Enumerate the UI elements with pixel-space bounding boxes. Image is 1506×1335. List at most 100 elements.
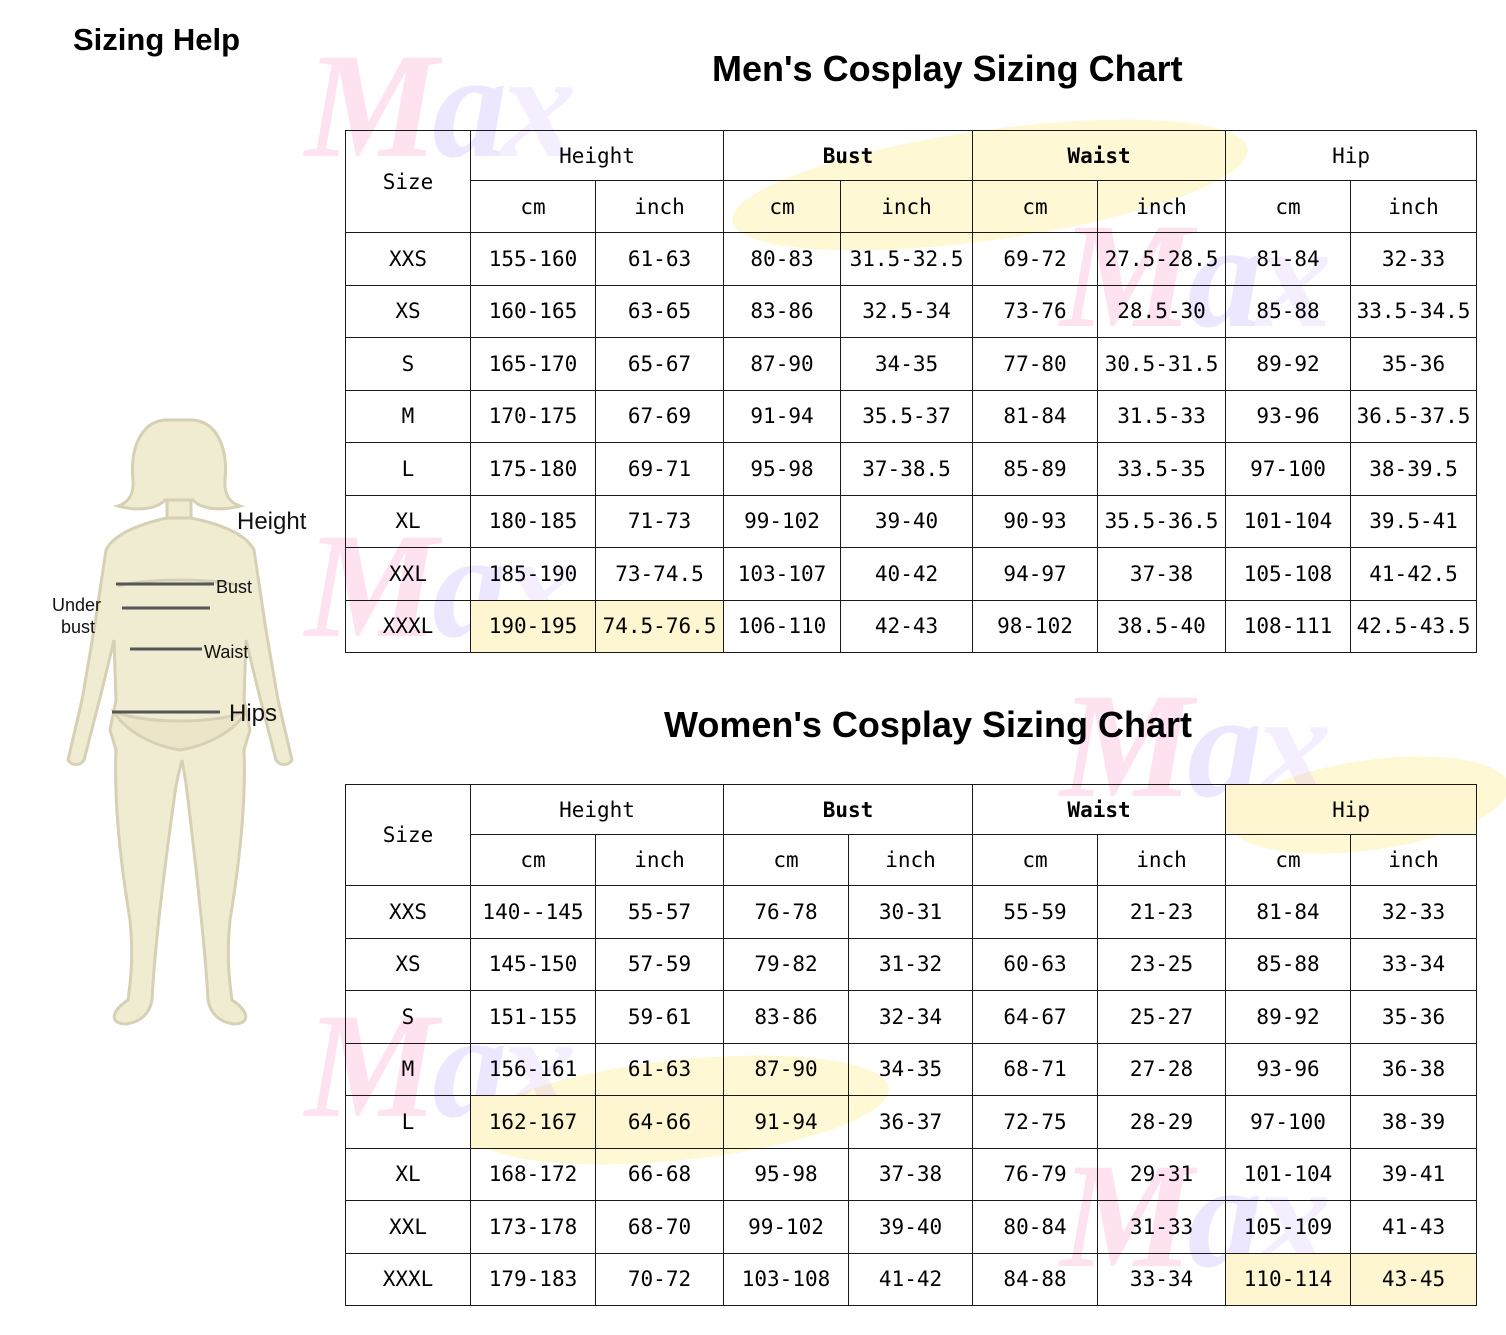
measurement-cell: 87-90 xyxy=(723,337,842,391)
measurement-cell: 68-70 xyxy=(594,1200,725,1254)
unit-header: inch xyxy=(594,834,725,886)
height-group-header: Height xyxy=(469,784,725,835)
waist-label: Waist xyxy=(204,642,249,662)
measurement-cell: 99-102 xyxy=(723,494,842,548)
measurement-cell: 76-79 xyxy=(972,1147,1099,1201)
size-cell: L xyxy=(345,1095,471,1149)
measurement-cell: 33.5-35 xyxy=(1097,442,1227,496)
measurement-cell: 27-28 xyxy=(1097,1042,1227,1096)
measurement-cell: 36.5-37.5 xyxy=(1350,389,1478,443)
size-cell: S xyxy=(345,337,471,391)
size-cell: XXS xyxy=(345,232,471,286)
measurement-cell: 80-84 xyxy=(972,1200,1099,1254)
size-cell: XS xyxy=(345,284,471,338)
table-row: M 170-175 67-69 91-94 35.5-37 81-84 31.5-33 93-… xyxy=(345,389,1478,443)
measurement-cell: 79-82 xyxy=(723,937,850,991)
table-row: XXS 155-160 61-63 80-83 31.5-32.5 69-72 27.5-2… xyxy=(345,232,1478,286)
measurement-cell: 168-172 xyxy=(470,1147,596,1201)
men-size-table: Size Height Bust Waist Hip cm inch cm in… xyxy=(345,130,1478,653)
size-cell: XXXL xyxy=(345,1252,471,1306)
measurement-cell: 165-170 xyxy=(470,337,596,391)
table-row: XL 168-172 66-68 95-98 37-38 76-79 29-31 101-10… xyxy=(345,1147,1478,1201)
measurement-cell: 80-83 xyxy=(723,232,842,286)
measurement-cell: 61-63 xyxy=(594,1042,725,1096)
measurement-cell: 175-180 xyxy=(470,442,596,496)
unit-header: inch xyxy=(1097,834,1227,886)
measurement-cell: 39.5-41 xyxy=(1350,494,1478,548)
table-row: XS 145-150 57-59 79-82 31-32 60-63 23-25 85-88 3… xyxy=(345,937,1478,991)
hip-group-header: Hip xyxy=(1225,130,1478,181)
measurement-cell: 33-34 xyxy=(1097,1252,1227,1306)
measurement-cell: 185-190 xyxy=(470,547,596,601)
height-label: Height xyxy=(237,508,307,535)
size-cell: XXXL xyxy=(345,599,471,653)
unit-header: inch xyxy=(840,180,974,233)
measurement-cell: 28-29 xyxy=(1097,1095,1227,1149)
measurement-cell: 31-32 xyxy=(848,937,974,991)
measurement-cell: 83-86 xyxy=(723,284,842,338)
measurement-cell: 31.5-33 xyxy=(1097,389,1227,443)
measurement-cell: 93-96 xyxy=(1225,1042,1352,1096)
measurement-cell: 38.5-40 xyxy=(1097,599,1227,653)
measurement-cell: 105-109 xyxy=(1225,1200,1352,1254)
measurement-cell: 98-102 xyxy=(972,599,1099,653)
measurement-cell: 42-43 xyxy=(840,599,974,653)
unit-header: cm xyxy=(470,180,596,233)
unit-header: cm xyxy=(723,834,850,886)
table-row: XS 160-165 63-65 83-86 32.5-34 73-76 28.5-30 85… xyxy=(345,284,1478,338)
size-cell: S xyxy=(345,990,471,1044)
measurement-cell: 31-33 xyxy=(1097,1200,1227,1254)
measurement-cell: 39-40 xyxy=(848,1200,974,1254)
measurement-cell: 90-93 xyxy=(972,494,1099,548)
measurement-cell: 38-39 xyxy=(1350,1095,1478,1149)
measurement-cell: 36-37 xyxy=(848,1095,974,1149)
measurement-cell: 173-178 xyxy=(470,1200,596,1254)
body-figure xyxy=(30,400,330,1060)
measurement-cell: 65-67 xyxy=(594,337,725,391)
measurement-cell: 72-75 xyxy=(972,1095,1099,1149)
measurement-cell: 190-195 xyxy=(470,599,596,653)
measurement-cell: 156-161 xyxy=(470,1042,596,1096)
hips-label: Hips xyxy=(229,700,278,727)
measurement-cell: 95-98 xyxy=(723,1147,850,1201)
measurement-cell: 81-84 xyxy=(972,389,1099,443)
measurement-cell: 55-59 xyxy=(972,885,1099,939)
measurement-cell: 97-100 xyxy=(1225,1095,1352,1149)
measurement-cell: 23-25 xyxy=(1097,937,1227,991)
measurement-cell: 94-97 xyxy=(972,547,1099,601)
measurement-cell: 60-63 xyxy=(972,937,1099,991)
measurement-cell: 87-90 xyxy=(723,1042,850,1096)
measurement-cell: 83-86 xyxy=(723,990,850,1044)
unit-header: cm xyxy=(1225,180,1352,233)
measurement-cell: 55-57 xyxy=(594,885,725,939)
body-silhouette-icon xyxy=(66,418,294,1026)
unit-header: cm xyxy=(723,180,842,233)
table-row: M 156-161 61-63 87-90 34-35 68-71 27-28 93-96 36… xyxy=(345,1042,1478,1096)
measurement-cell: 35.5-36.5 xyxy=(1097,494,1227,548)
measurement-cell: 160-165 xyxy=(470,284,596,338)
men-chart-title: Men's Cosplay Sizing Chart xyxy=(712,48,1183,89)
measurement-cell: 162-167 xyxy=(470,1095,596,1149)
unit-header: cm xyxy=(972,834,1099,886)
measurement-cell: 40-42 xyxy=(840,547,974,601)
measurement-cell: 180-185 xyxy=(470,494,596,548)
measurement-cell: 151-155 xyxy=(470,990,596,1044)
measurement-cell: 91-94 xyxy=(723,389,842,443)
size-header: Size xyxy=(345,784,471,886)
waist-group-header: Waist xyxy=(972,784,1227,835)
unit-header: cm xyxy=(470,834,596,886)
measurement-cell: 89-92 xyxy=(1225,337,1352,391)
unit-header: cm xyxy=(1225,834,1352,886)
measurement-cell: 41-43 xyxy=(1350,1200,1478,1254)
measurement-cell: 105-108 xyxy=(1225,547,1352,601)
unit-header: cm xyxy=(972,180,1099,233)
measurement-cell: 39-40 xyxy=(840,494,974,548)
measurement-cell: 33.5-34.5 xyxy=(1350,284,1478,338)
measurement-cell: 59-61 xyxy=(594,990,725,1044)
waist-group-header: Waist xyxy=(972,130,1227,181)
table-row: XXL 173-178 68-70 99-102 39-40 80-84 31-33 105-… xyxy=(345,1200,1478,1254)
measurement-cell: 69-72 xyxy=(972,232,1099,286)
measurement-cell: 108-111 xyxy=(1225,599,1352,653)
bust-label: Bust xyxy=(216,577,253,597)
size-cell: XL xyxy=(345,1147,471,1201)
